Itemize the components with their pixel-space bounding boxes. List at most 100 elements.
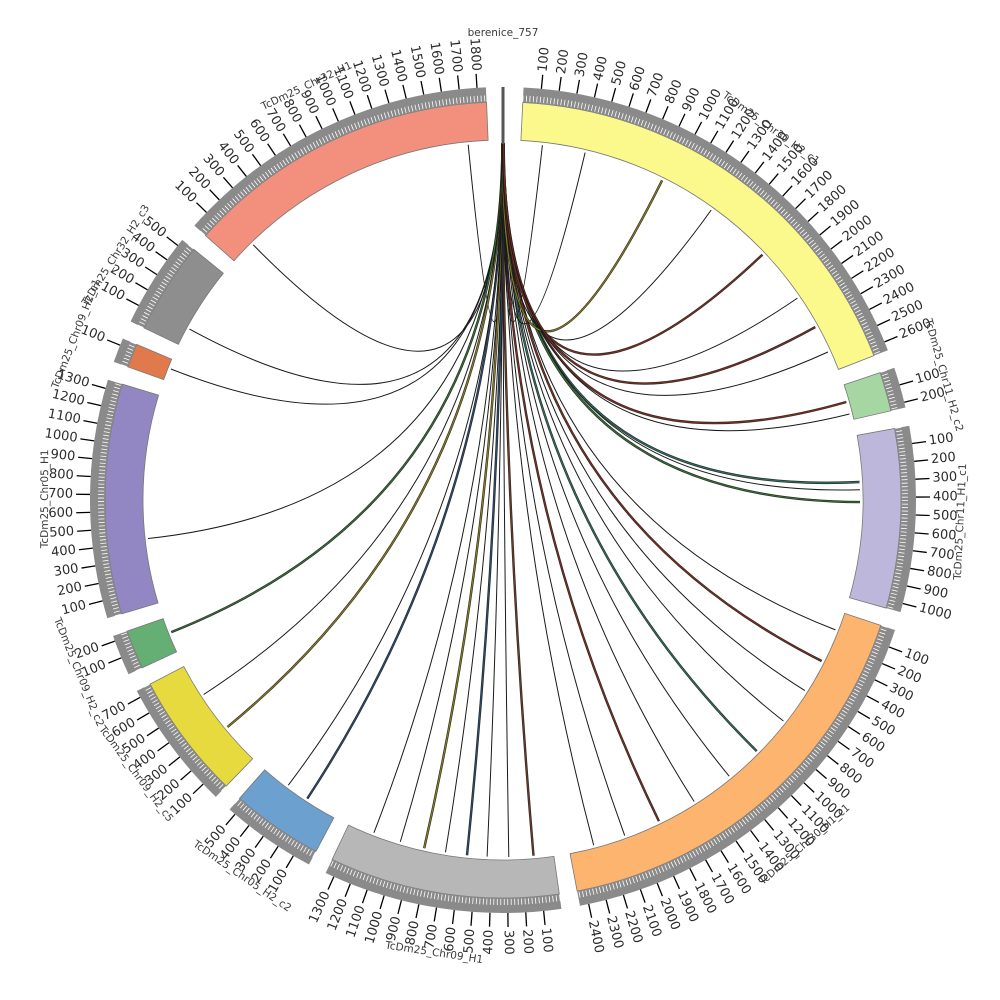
- ruler-dash: [743, 176, 748, 183]
- ruler-dash: [167, 722, 173, 727]
- tick-label: 1500: [407, 44, 428, 79]
- ruler-dash: [124, 642, 131, 646]
- ruler-dash: [749, 181, 754, 187]
- ruler-dash: [234, 798, 240, 804]
- ruler-dash: [821, 256, 827, 261]
- chord: [502, 142, 730, 777]
- ruler-dash: [273, 828, 278, 835]
- ruler-dash: [379, 879, 382, 886]
- ruler-dash: [232, 198, 237, 204]
- ruler-dash: [265, 171, 270, 178]
- ruler-dash: [839, 282, 845, 287]
- ruler-dash: [183, 250, 190, 255]
- ruler-dash: [219, 210, 225, 216]
- tick-mark: [101, 640, 116, 647]
- ruler-dash: [647, 122, 651, 129]
- ruler-dash: [865, 331, 872, 335]
- segment-arc-TcDm25_Chr11_H2_c2: [843, 372, 892, 420]
- ruler-dash: [400, 107, 404, 114]
- tick-mark: [877, 318, 891, 327]
- tick-mark: [678, 113, 686, 127]
- ruler-dash: [389, 882, 392, 889]
- tick-mark: [285, 855, 294, 869]
- ruler-dash: [259, 818, 264, 824]
- ruler-dash: [347, 125, 351, 132]
- tick-label: 400: [933, 489, 958, 504]
- ruler-dash: [312, 142, 317, 148]
- ruler-dash: [611, 110, 614, 117]
- ruler-dash: [791, 775, 797, 781]
- tick-label: 400: [591, 55, 611, 83]
- ruler-dash: [196, 761, 203, 766]
- ruler-dash: [375, 878, 379, 885]
- tick-mark: [77, 529, 92, 532]
- ruler-dash: [850, 694, 857, 699]
- ruler-dash: [890, 596, 897, 599]
- ruler-dash: [759, 190, 765, 196]
- ruler-dash: [818, 743, 824, 749]
- ruler-dash: [819, 253, 825, 258]
- ruler-dash: [703, 149, 708, 156]
- ruler-dash: [570, 100, 573, 107]
- ruler-dash: [900, 461, 907, 464]
- tick-mark: [402, 84, 407, 99]
- ruler-dash: [580, 102, 583, 109]
- tick-mark: [768, 173, 779, 185]
- ruler-dash: [556, 98, 559, 105]
- ruler-dash: [622, 880, 625, 887]
- ruler-dash: [171, 728, 177, 733]
- ruler-dash: [726, 164, 731, 171]
- ruler-dash: [152, 699, 158, 704]
- ruler-dash: [370, 116, 374, 123]
- tick-mark: [456, 75, 460, 90]
- ruler-dash: [322, 137, 326, 144]
- ruler-dash: [867, 660, 874, 664]
- ruler-dash: [102, 441, 109, 444]
- ruler-dash: [125, 645, 132, 649]
- ruler-dash: [109, 593, 116, 596]
- tick-mark: [837, 740, 850, 751]
- tick-label: 100: [914, 366, 942, 387]
- ruler-dash: [808, 239, 814, 245]
- ruler-dash: [161, 281, 167, 286]
- ruler-dash: [827, 264, 834, 269]
- ruler-dash: [857, 682, 864, 687]
- ruler-dash: [664, 864, 668, 871]
- ruler-dash: [177, 737, 183, 742]
- ruler-dash: [147, 305, 153, 310]
- ruler-dash: [604, 108, 607, 115]
- chord: [189, 142, 503, 385]
- ruler-dash: [594, 105, 597, 112]
- ruler-dash: [780, 208, 786, 214]
- ruler-dash: [110, 400, 117, 403]
- ruler-dash: [112, 390, 119, 393]
- ruler-dash: [363, 119, 367, 126]
- ruler-dash: [101, 549, 108, 552]
- tick-label: 100: [535, 46, 552, 72]
- tick-mark: [720, 850, 729, 863]
- tick-mark: [588, 903, 593, 918]
- ruler-dash: [112, 393, 119, 396]
- ruler-dash: [888, 602, 895, 606]
- ruler-dash: [739, 821, 744, 827]
- ruler-dash: [165, 275, 171, 280]
- ruler-dash: [111, 600, 118, 603]
- ruler-dash: [605, 885, 608, 892]
- ruler-dash: [590, 104, 594, 111]
- ruler-dash: [770, 199, 775, 205]
- ruler-dash: [601, 107, 604, 114]
- ruler-dash: [106, 417, 113, 420]
- tick-mark: [558, 76, 562, 91]
- ruler-dash: [341, 128, 345, 135]
- ruler-dash: [694, 144, 698, 151]
- tick-mark: [881, 662, 896, 670]
- ruler-dash: [786, 780, 792, 786]
- ruler-dash: [107, 410, 114, 413]
- ruler-dash: [724, 831, 729, 837]
- ruler-dash: [113, 610, 120, 613]
- ruler-dash: [627, 115, 631, 122]
- tick-mark: [106, 339, 121, 346]
- ruler-dash: [386, 882, 389, 888]
- ruler-dash: [811, 752, 817, 757]
